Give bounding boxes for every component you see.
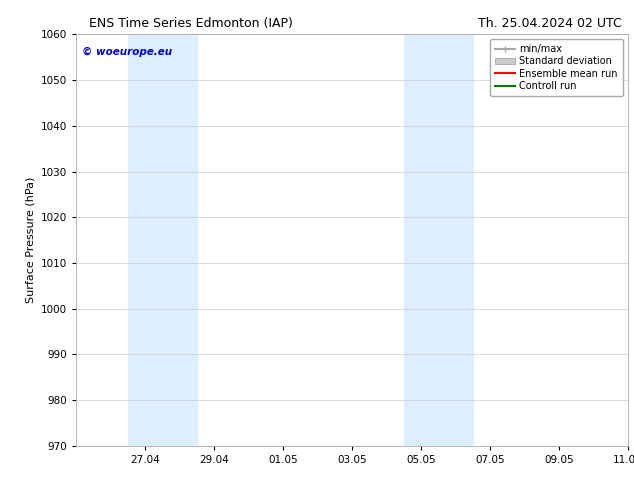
Bar <box>404 34 472 446</box>
Text: © woeurope.eu: © woeurope.eu <box>82 47 172 57</box>
Text: Th. 25.04.2024 02 UTC: Th. 25.04.2024 02 UTC <box>477 17 621 30</box>
Y-axis label: Surface Pressure (hPa): Surface Pressure (hPa) <box>25 177 36 303</box>
Legend: min/max, Standard deviation, Ensemble mean run, Controll run: min/max, Standard deviation, Ensemble me… <box>490 39 623 96</box>
Text: ENS Time Series Edmonton (IAP): ENS Time Series Edmonton (IAP) <box>89 17 293 30</box>
Bar <box>128 34 197 446</box>
